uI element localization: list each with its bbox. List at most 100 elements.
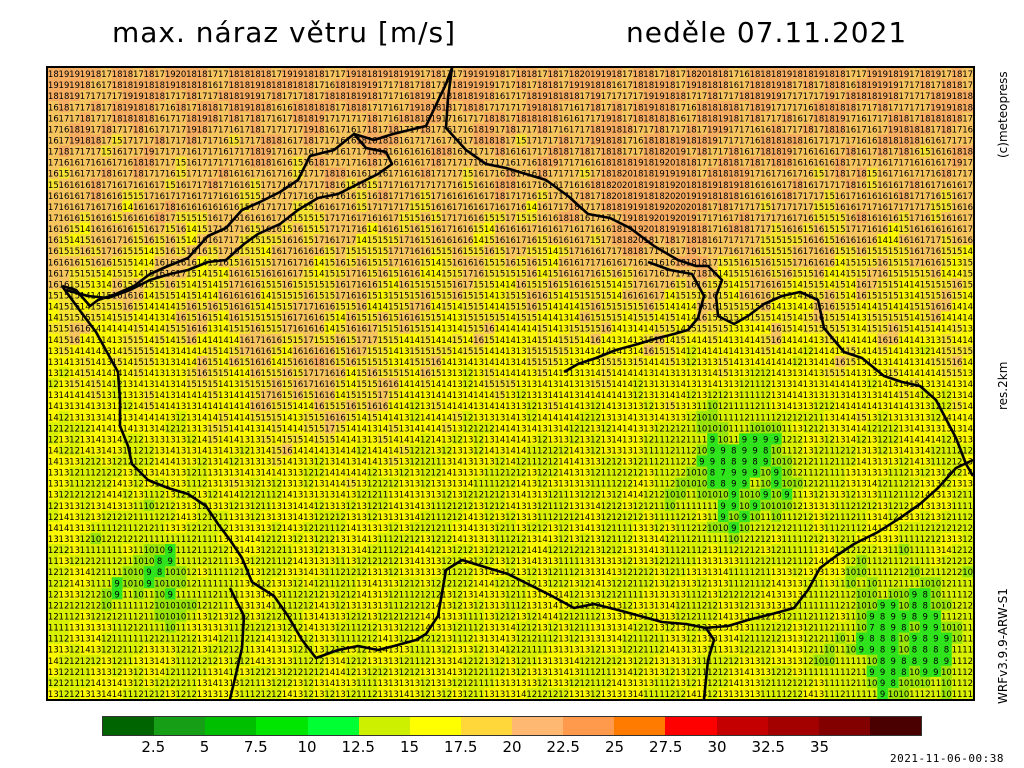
gust-cell [143,79,155,91]
gust-cell [526,101,538,113]
gust-cell [930,79,942,91]
gust-cell [281,112,294,124]
gust-cell [207,123,219,136]
gust-cell [505,90,517,102]
gust-cell [494,101,506,113]
gust-cell [356,68,368,80]
gust-cell [239,145,251,158]
gust-cell [281,134,294,147]
gust-cell [452,112,464,124]
gust-cell [398,134,411,147]
gust-value: 19 [80,70,91,80]
gust-cell [930,123,942,136]
gust-cell [919,134,932,147]
gust-cell [186,156,198,169]
gust-cell [111,90,124,102]
gust-value: 17 [207,70,218,80]
gust-cell [90,79,102,91]
gust-cell [654,101,666,113]
gust-cell [792,145,804,158]
gust-cell [335,101,347,113]
gust-cell [462,79,474,91]
gust-cell [622,123,634,136]
gust-cell [473,112,485,124]
gust-cell [462,123,474,136]
gust-cell [324,68,336,80]
gust-cell [388,123,400,136]
gust-cell [856,90,868,102]
gust-cell [845,79,857,91]
gust-cell [739,90,751,102]
gust-cell [728,145,740,158]
gust-value: 17 [101,70,112,80]
gust-cell [856,112,868,124]
gust-cell [164,101,177,113]
gust-cell [909,101,921,113]
gust-cell [90,68,102,80]
gust-cell [951,90,963,102]
gust-cell [611,156,623,169]
gust-cell [685,90,698,102]
gust-cell [494,156,506,169]
gust-cell [760,123,772,136]
gust-cell [824,90,836,102]
gust-cell [813,101,825,113]
gust-cell [313,90,326,102]
gust-cell [345,79,357,91]
gust-cell [600,79,613,91]
gust-cell [133,112,145,124]
gust-cell [324,79,336,91]
gust-cell [154,156,166,169]
gust-cell [218,134,230,147]
gust-cell [335,79,347,91]
gust-cell [111,145,124,158]
gust-cell [143,101,155,113]
gust-cell [79,112,92,124]
gust-cell [111,79,124,91]
gust-cell [101,156,113,169]
gust-cell [739,79,751,91]
gust-cell [611,145,623,158]
gust-cell [175,79,187,91]
gust-cell [483,90,496,102]
gust-cell [622,101,634,113]
gust-value-grid: 18 19 19 19 18 17 18 18 17 18 17 19 20 18 18 17 17 18 18 18… [48,70,973,699]
gust-cell [675,134,687,147]
gust-cell [590,145,602,158]
gust-cell [558,156,570,169]
gust-cell [58,156,70,169]
gust-cell [366,156,379,169]
gust-cell [515,112,528,124]
gust-cell [909,79,921,91]
gust-cell [48,134,60,147]
gust-cell [505,156,517,169]
gust-cell [420,112,432,124]
gust-cell [239,134,251,147]
gust-cell [143,90,155,102]
gust-cell [611,123,623,136]
gust-cell [547,112,559,124]
gust-cell [377,123,389,136]
gust-cell [696,101,708,113]
gust-cell [409,79,421,91]
gust-value: 19 [346,70,357,80]
gust-value: 17 [335,70,346,80]
gust-cell [813,145,825,158]
gust-cell [483,156,496,169]
gust-cell [473,68,485,80]
gust-cell [781,101,793,113]
gust-cell [462,134,474,147]
gust-cell [579,145,591,158]
gust-cell [749,112,761,124]
forecast-date: neděle 07.11.2021 [626,16,907,49]
gust-cell [654,123,666,136]
gust-cell [760,90,772,102]
gust-cell [473,79,485,91]
gust-cell [281,90,294,102]
gust-cell [824,134,836,147]
gust-cell [845,68,857,80]
gust-cell [505,79,517,91]
gust-cell [951,134,963,147]
gust-cell [739,145,751,158]
gust-value: 19 [282,70,293,80]
